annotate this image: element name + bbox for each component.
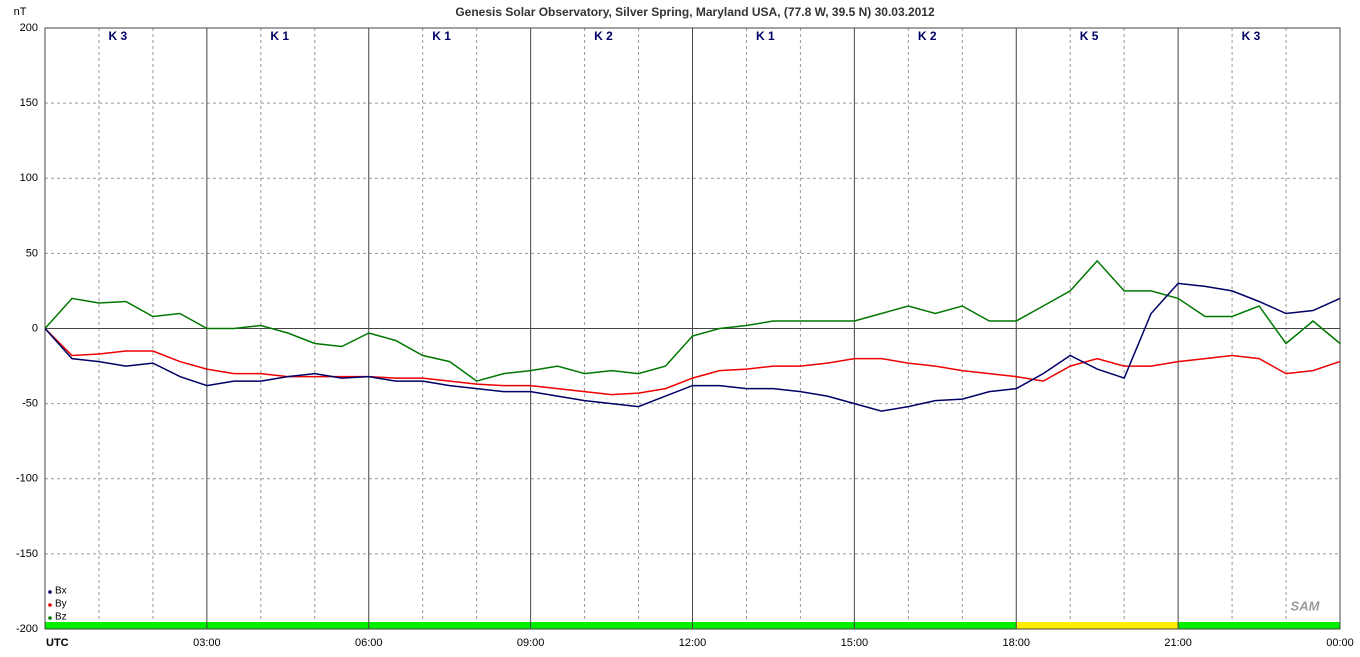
k-index-label: K 3: [1242, 29, 1261, 43]
y-tick-label: -200: [16, 623, 38, 635]
activity-bar: [692, 622, 855, 629]
series-line: [44, 327, 1341, 396]
k-index-label: K 3: [109, 29, 128, 43]
x-tick-label: 09:00: [517, 637, 545, 649]
k-index-label: K 2: [918, 29, 937, 43]
x-axis-label: UTC: [46, 637, 69, 649]
x-tick-label: 03:00: [193, 637, 221, 649]
k-index-label: K 1: [756, 29, 775, 43]
legend-marker: [48, 590, 52, 594]
y-tick-label: 200: [20, 22, 38, 34]
series-line: [44, 259, 1341, 382]
k-index-label: K 1: [270, 29, 289, 43]
y-tick-label: -150: [16, 548, 38, 560]
activity-bar: [206, 622, 369, 629]
k-index-label: K 1: [432, 29, 451, 43]
legend-label: Bx: [55, 586, 67, 597]
k-index-label: K 2: [594, 29, 613, 43]
activity-bar: [45, 622, 207, 629]
legend-marker: [48, 603, 52, 607]
x-tick-label: 15:00: [841, 637, 869, 649]
series-line: [44, 282, 1341, 412]
x-tick-label: 21:00: [1164, 637, 1192, 649]
k-index-label: K 5: [1080, 29, 1099, 43]
y-tick-label: -50: [22, 398, 38, 410]
activity-bar: [368, 622, 531, 629]
legend-label: By: [55, 599, 67, 610]
x-tick-label: 18:00: [1002, 637, 1030, 649]
y-tick-label: 50: [26, 247, 38, 259]
legend-label: Bz: [55, 612, 67, 623]
x-tick-label: 00:00: [1326, 637, 1354, 649]
chart-title: Genesis Solar Observatory, Silver Spring…: [455, 5, 935, 19]
y-axis-label: nT: [14, 6, 27, 18]
x-tick-label: 06:00: [355, 637, 383, 649]
activity-bar: [530, 622, 693, 629]
y-tick-label: 0: [32, 322, 38, 334]
activity-bar: [1178, 622, 1340, 629]
activity-bar: [854, 622, 1017, 629]
x-tick-label: 12:00: [679, 637, 707, 649]
logo: SAM: [1291, 598, 1321, 613]
legend-marker: [48, 616, 52, 620]
y-tick-label: 150: [20, 97, 38, 109]
y-tick-label: 100: [20, 172, 38, 184]
activity-bar: [1016, 622, 1179, 629]
y-tick-label: -100: [16, 473, 38, 485]
